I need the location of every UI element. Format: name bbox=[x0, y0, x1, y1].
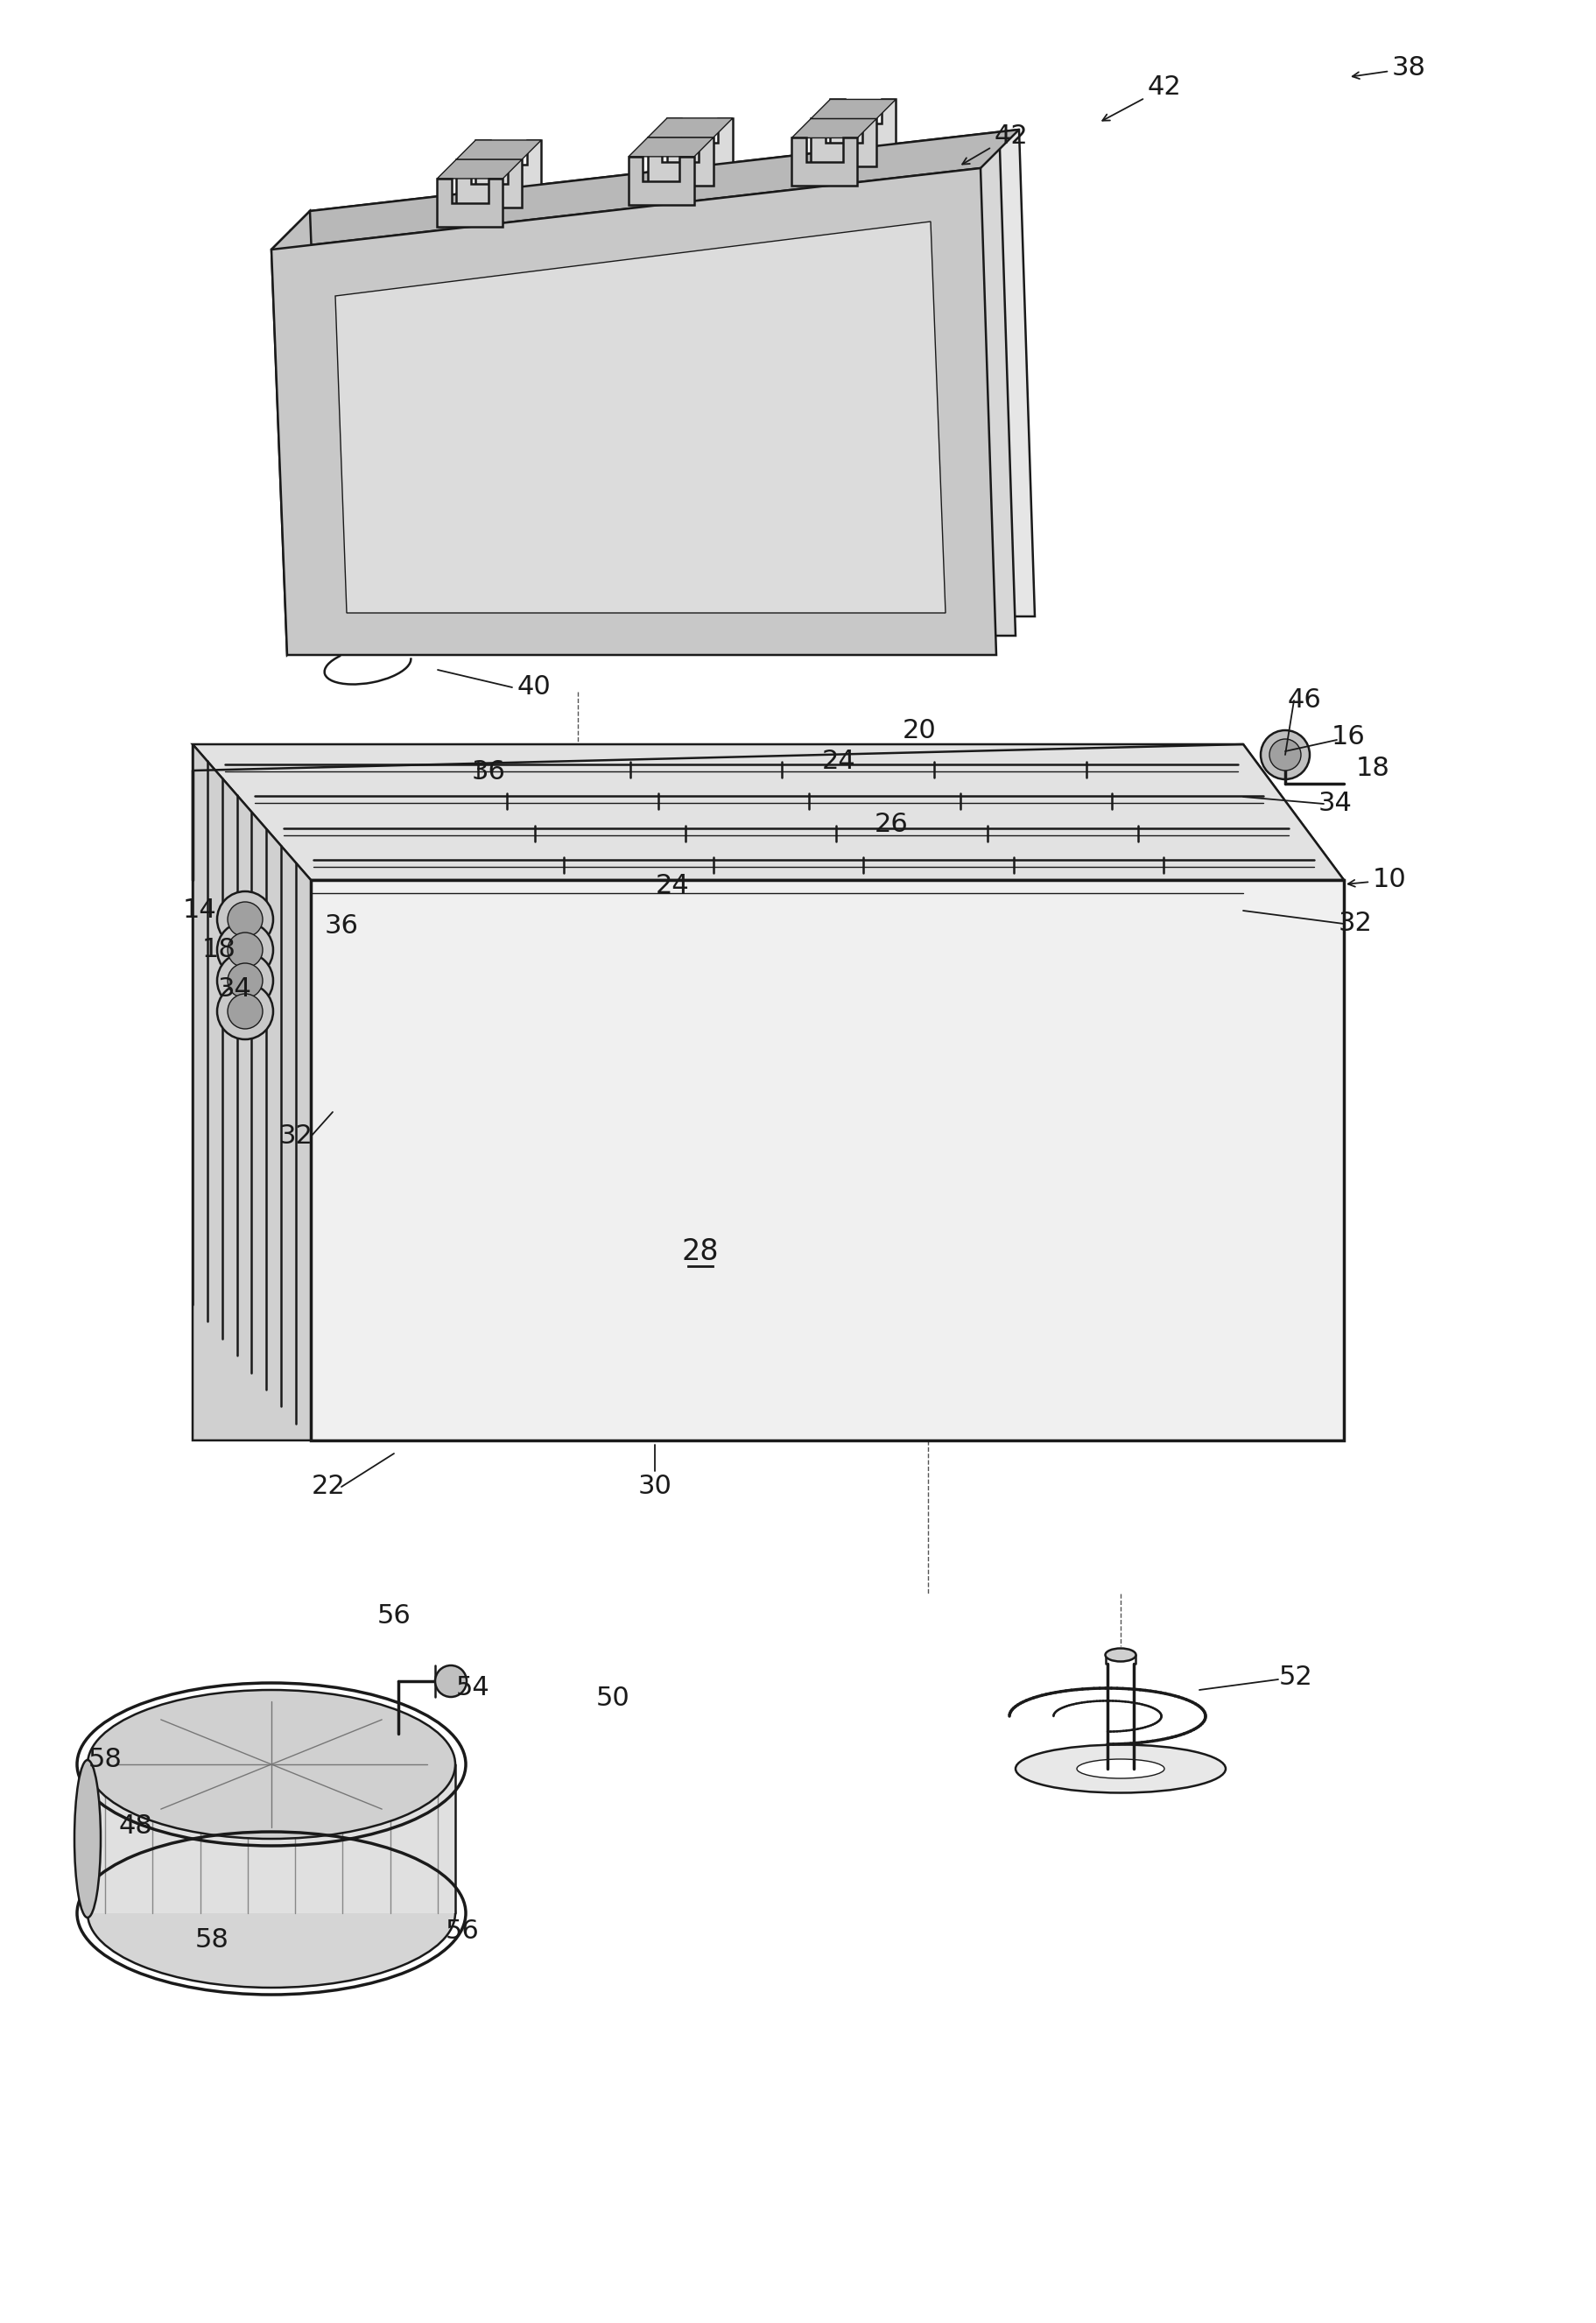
Text: 46: 46 bbox=[1286, 688, 1321, 713]
Polygon shape bbox=[373, 184, 983, 574]
Circle shape bbox=[434, 1666, 466, 1696]
Text: 18: 18 bbox=[1355, 755, 1389, 781]
Polygon shape bbox=[830, 100, 895, 146]
Text: 26: 26 bbox=[873, 813, 908, 839]
Text: 42: 42 bbox=[1101, 74, 1181, 121]
Text: 20: 20 bbox=[902, 718, 935, 743]
Circle shape bbox=[217, 952, 273, 1008]
Text: 10: 10 bbox=[1347, 866, 1406, 892]
Ellipse shape bbox=[1076, 1759, 1163, 1779]
Ellipse shape bbox=[1015, 1745, 1226, 1793]
Ellipse shape bbox=[88, 1840, 455, 1988]
Text: 18: 18 bbox=[201, 938, 236, 962]
Polygon shape bbox=[629, 137, 713, 156]
Polygon shape bbox=[1243, 743, 1344, 1440]
Text: 56: 56 bbox=[377, 1603, 410, 1628]
Text: 42: 42 bbox=[962, 123, 1028, 165]
Text: 22: 22 bbox=[311, 1475, 345, 1498]
Text: 34: 34 bbox=[1317, 792, 1352, 815]
Polygon shape bbox=[335, 221, 945, 613]
Polygon shape bbox=[792, 137, 857, 186]
Circle shape bbox=[228, 964, 262, 999]
Text: 54: 54 bbox=[455, 1675, 490, 1700]
Polygon shape bbox=[271, 130, 1018, 249]
Polygon shape bbox=[290, 149, 1015, 637]
Circle shape bbox=[217, 922, 273, 978]
Polygon shape bbox=[648, 137, 713, 186]
Polygon shape bbox=[311, 880, 1344, 1440]
Circle shape bbox=[217, 983, 273, 1038]
Polygon shape bbox=[271, 167, 996, 655]
Circle shape bbox=[228, 994, 262, 1029]
Circle shape bbox=[1269, 739, 1301, 771]
Text: 24: 24 bbox=[654, 873, 689, 899]
Text: 40: 40 bbox=[517, 674, 551, 699]
Text: 56: 56 bbox=[445, 1919, 479, 1944]
Text: 58: 58 bbox=[195, 1926, 228, 1951]
Ellipse shape bbox=[1104, 1649, 1135, 1661]
Text: 32: 32 bbox=[1337, 911, 1371, 936]
Circle shape bbox=[217, 892, 273, 948]
Text: 52: 52 bbox=[1278, 1663, 1312, 1689]
Circle shape bbox=[228, 901, 262, 936]
Polygon shape bbox=[629, 156, 694, 204]
Polygon shape bbox=[437, 179, 503, 228]
Polygon shape bbox=[193, 743, 311, 1440]
Text: 38: 38 bbox=[1352, 56, 1425, 81]
Text: 58: 58 bbox=[88, 1747, 121, 1772]
Polygon shape bbox=[271, 211, 326, 655]
Polygon shape bbox=[648, 118, 733, 137]
Polygon shape bbox=[476, 139, 541, 188]
Circle shape bbox=[1259, 729, 1309, 778]
Text: 50: 50 bbox=[595, 1686, 629, 1712]
Polygon shape bbox=[811, 118, 876, 167]
Text: 36: 36 bbox=[471, 760, 506, 785]
Polygon shape bbox=[193, 743, 1344, 880]
Bar bbox=[88, 1765, 455, 1914]
Text: 16: 16 bbox=[1331, 725, 1365, 750]
Polygon shape bbox=[667, 118, 733, 167]
Text: 36: 36 bbox=[324, 913, 358, 938]
Polygon shape bbox=[310, 130, 1034, 616]
Polygon shape bbox=[354, 202, 964, 595]
Polygon shape bbox=[811, 100, 895, 118]
Polygon shape bbox=[456, 139, 541, 160]
Polygon shape bbox=[792, 118, 876, 137]
Text: 48: 48 bbox=[118, 1812, 153, 1837]
Text: 14: 14 bbox=[182, 899, 217, 922]
Polygon shape bbox=[456, 160, 522, 207]
Text: 24: 24 bbox=[822, 748, 855, 774]
Ellipse shape bbox=[88, 1689, 455, 1840]
Ellipse shape bbox=[75, 1761, 101, 1916]
Circle shape bbox=[228, 932, 262, 969]
Text: 34: 34 bbox=[217, 976, 252, 1001]
Polygon shape bbox=[437, 160, 522, 179]
Text: 30: 30 bbox=[637, 1475, 672, 1498]
Text: 28: 28 bbox=[681, 1238, 718, 1266]
Text: 32: 32 bbox=[279, 1124, 313, 1150]
